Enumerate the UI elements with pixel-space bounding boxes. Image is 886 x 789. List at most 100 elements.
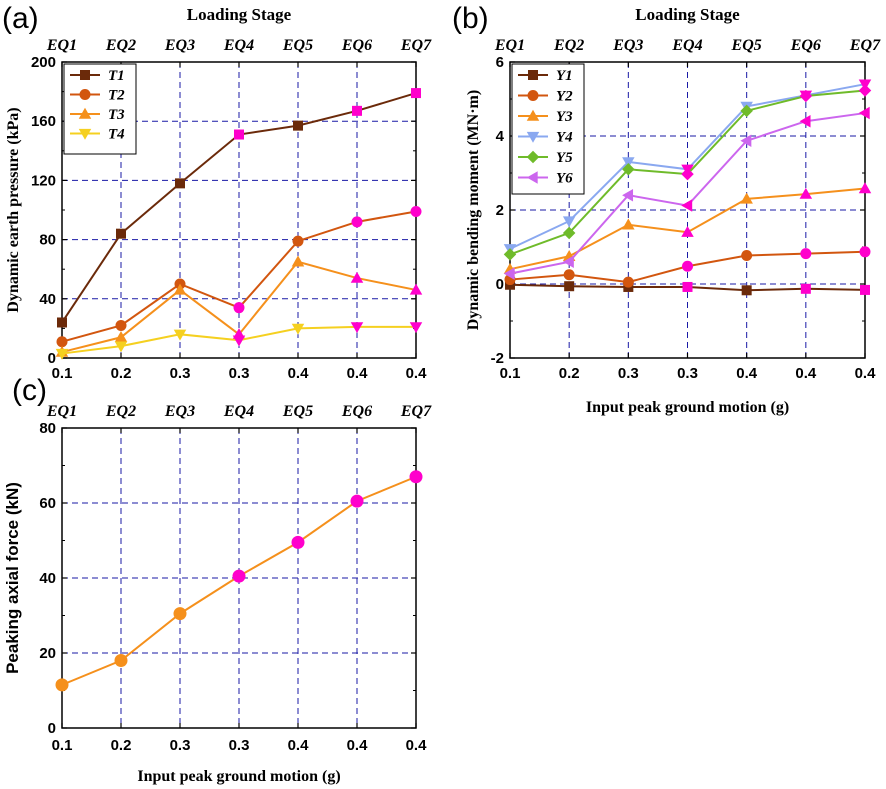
- x-tick-label: 0.3: [170, 365, 191, 382]
- y-tick-label: 200: [31, 54, 56, 71]
- legend-marker: [79, 89, 91, 100]
- x-tick-label: 0.4: [736, 365, 758, 382]
- chart-panel-a: (a) Loading Stage EQ1 EQ2 EQ3 EQ4 EQ5 EQ6 EQ7 0.1…: [2, 2, 432, 382]
- legend-label: Y6: [556, 171, 573, 187]
- data-point: [114, 331, 128, 342]
- data-point: [858, 106, 870, 120]
- data-point: [173, 607, 187, 621]
- data-point: [563, 269, 575, 281]
- eq-label: EQ5: [731, 37, 762, 54]
- eq-label: EQ6: [790, 37, 821, 54]
- data-point: [564, 281, 575, 292]
- legend-marker: [526, 150, 540, 164]
- data-point: [562, 255, 574, 269]
- eq-label: EQ2: [105, 37, 136, 54]
- data-point: [741, 285, 752, 296]
- legend-marker: [78, 107, 92, 119]
- chart-panel-c: (c)EQ1 EQ2 EQ3 EQ4 EQ5 EQ6 EQ7 0.1 0.2 0.3 0.3 0.4 0…: [3, 374, 432, 785]
- eq-label: EQ6: [341, 403, 372, 420]
- data-point: [740, 192, 753, 204]
- chart-title: Loading Stage: [635, 5, 740, 24]
- data-point: [741, 250, 753, 262]
- legend-marker: [527, 90, 539, 101]
- legend: T1 T2 T3 T4: [63, 63, 137, 155]
- y-tick-label: 4: [496, 128, 505, 145]
- data-point: [173, 283, 187, 295]
- data-point: [115, 319, 127, 331]
- chart-title: Loading Stage: [187, 5, 292, 24]
- legend-label: T3: [108, 107, 125, 123]
- data-point: [350, 271, 364, 283]
- x-tick-label: 0.1: [52, 737, 73, 754]
- legend-marker: [528, 70, 538, 80]
- y-axis-title: Dynamic bending moment (MN·m): [465, 90, 482, 330]
- data-point: [291, 255, 305, 267]
- data-point: [562, 226, 576, 240]
- legend-label: T2: [108, 88, 125, 104]
- eq-label: EQ5: [282, 37, 313, 54]
- data-point: [622, 157, 635, 169]
- eq-label: EQ7: [849, 37, 881, 54]
- x-tick-label: 0.3: [618, 365, 639, 382]
- eq-label: EQ2: [105, 403, 136, 420]
- series-t1: [57, 88, 421, 328]
- x-tick-label: 0.1: [52, 365, 73, 382]
- chart-panel-b: (b) Loading Stage EQ1 EQ2 EQ3 EQ4 EQ5 EQ6 EQ7 0.1…: [452, 2, 881, 416]
- data-point: [232, 335, 246, 347]
- data-point: [799, 187, 813, 199]
- data-point: [622, 218, 635, 230]
- y-tick-label: 160: [31, 113, 56, 130]
- y-tick-label: 120: [31, 172, 56, 189]
- eq-label: EQ2: [553, 37, 584, 54]
- data-point: [55, 678, 69, 692]
- data-point: [56, 336, 68, 348]
- panel-label: (a): [2, 2, 39, 35]
- eq-label: EQ1: [494, 37, 525, 54]
- y-tick-label: 0: [48, 720, 56, 737]
- data-point: [681, 225, 694, 237]
- legend-label: Y3: [556, 109, 573, 125]
- data-point: [740, 104, 753, 118]
- legend-marker: [526, 131, 540, 143]
- y-tick-label: 40: [39, 291, 56, 308]
- x-tick-label: 0.3: [677, 365, 698, 382]
- eq-label: EQ5: [282, 403, 313, 420]
- y-tick-label: 60: [39, 495, 56, 512]
- data-point: [503, 267, 515, 280]
- legend-label: T1: [108, 68, 125, 84]
- series-axial-force: [55, 470, 423, 692]
- eq-label: EQ4: [671, 37, 702, 54]
- data-point: [175, 178, 185, 189]
- y-tick-label: 80: [39, 232, 56, 249]
- data-point: [622, 276, 634, 288]
- x-tick-label: 0.1: [500, 365, 521, 382]
- data-point: [291, 323, 305, 335]
- data-point: [622, 163, 635, 176]
- x-tick-label: 0.3: [170, 737, 191, 754]
- data-point: [409, 322, 423, 334]
- data-point: [351, 216, 363, 228]
- x-axis-title: Input peak ground motion (g): [586, 399, 789, 416]
- y-tick-label: -2: [491, 350, 504, 367]
- data-point: [409, 283, 423, 295]
- data-point: [682, 260, 693, 272]
- data-point: [800, 248, 812, 260]
- x-tick-label: 0.2: [559, 365, 580, 382]
- data-point: [682, 281, 693, 292]
- data-point: [292, 235, 304, 247]
- data-point: [799, 114, 811, 128]
- legend-box: [511, 63, 585, 195]
- data-point: [233, 302, 245, 314]
- series-t4: [55, 322, 423, 360]
- data-point: [352, 105, 362, 116]
- series-y5: [503, 84, 872, 261]
- y-tick-label: 20: [39, 645, 56, 662]
- eq-label: EQ7: [400, 37, 432, 54]
- data-point: [859, 246, 871, 258]
- data-point: [681, 199, 693, 212]
- legend-label: Y5: [556, 150, 573, 166]
- data-point: [409, 470, 423, 484]
- y-axis-title: Peaking axial force (kN): [3, 482, 22, 674]
- panel-label: (b): [452, 2, 489, 35]
